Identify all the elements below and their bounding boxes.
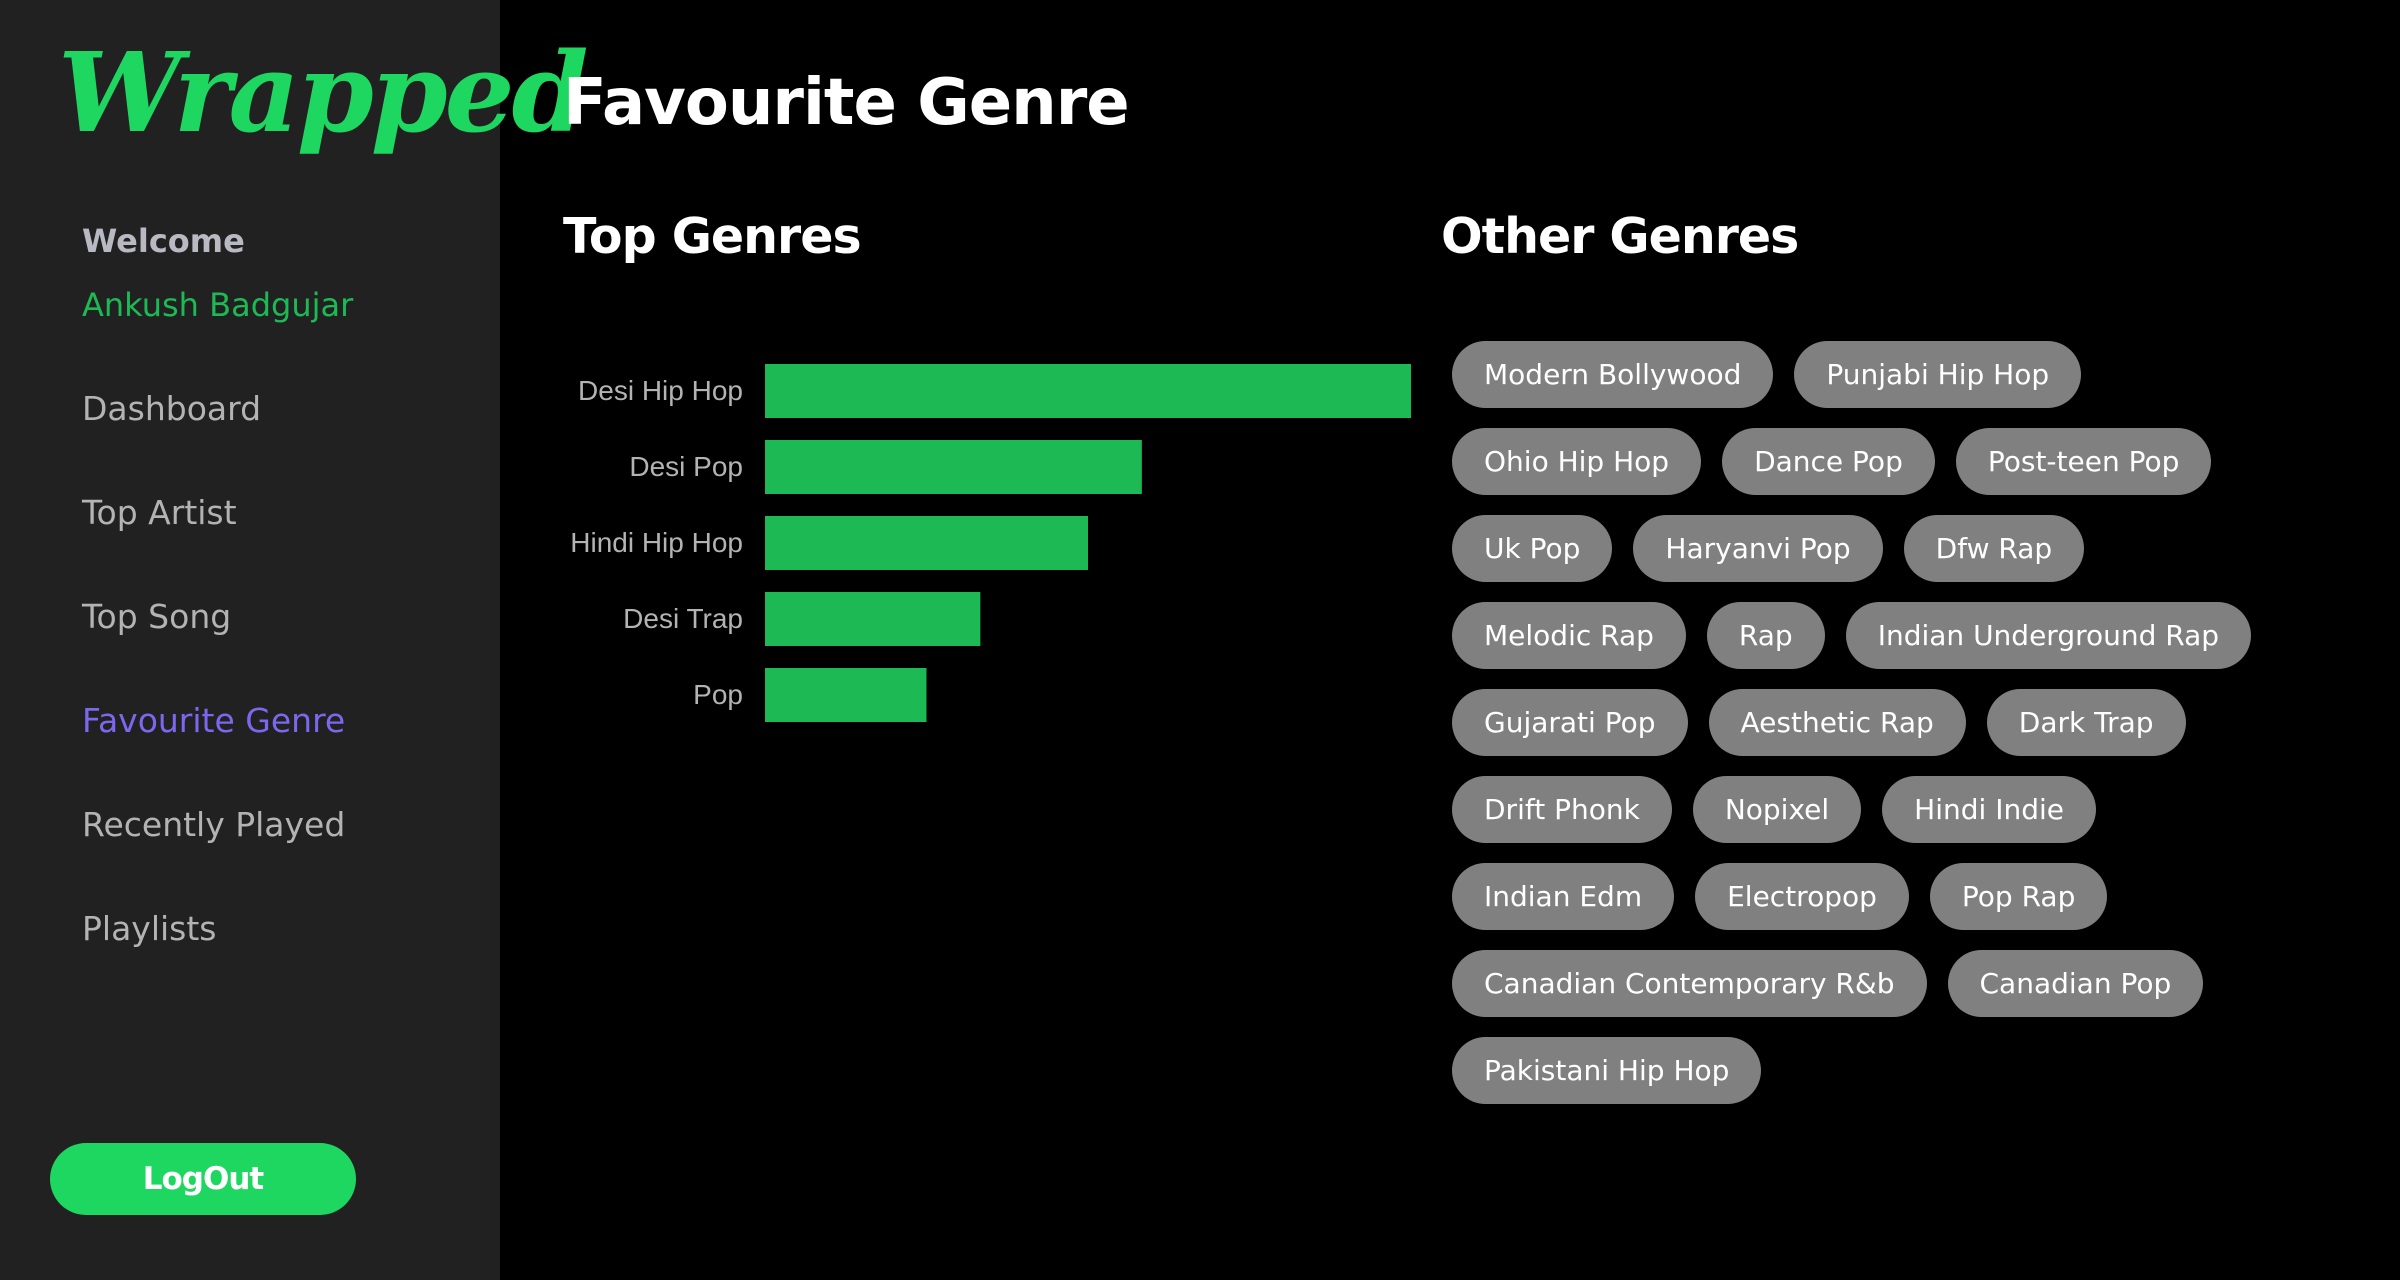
username: Ankush Badgujar — [82, 286, 354, 324]
genre-tag[interactable]: Ohio Hip Hop — [1452, 428, 1702, 495]
other-genres-title: Other Genres — [1441, 208, 1799, 265]
genre-tag[interactable]: Aesthetic Rap — [1708, 689, 1966, 756]
genre-tag[interactable]: Drift Phonk — [1452, 776, 1672, 843]
genre-tag[interactable]: Canadian Contemporary R&b — [1452, 950, 1927, 1017]
genre-bar-label: Desi Trap — [623, 603, 743, 634]
genre-bar-label: Hindi Hip Hop — [570, 527, 743, 558]
genre-bar — [765, 440, 1142, 494]
page-title: Favourite Genre — [563, 66, 1130, 140]
sidebar-nav: Dashboard Top Artist Top Song Favourite … — [82, 386, 345, 1010]
genre-tag[interactable]: Pakistani Hip Hop — [1452, 1037, 1762, 1104]
genre-tag[interactable]: Rap — [1706, 602, 1825, 669]
nav-item-playlists[interactable]: Playlists — [82, 909, 217, 948]
genre-tag[interactable]: Modern Bollywood — [1452, 341, 1774, 408]
genre-bar-label: Pop — [693, 679, 743, 710]
genre-tag[interactable]: Gujarati Pop — [1452, 689, 1688, 756]
main-content: Favourite Genre Top Genres Other Genres … — [500, 0, 2400, 1280]
genre-tag[interactable]: Uk Pop — [1452, 515, 1613, 582]
nav-item-favourite-genre[interactable]: Favourite Genre — [82, 701, 346, 740]
other-genres-list: Modern Bollywood Punjabi Hip Hop Ohio Hip … — [1452, 341, 2292, 1104]
welcome-label: Welcome — [82, 222, 245, 260]
genre-bar-label: Desi Hip Hop — [578, 375, 743, 406]
genre-bar — [765, 592, 981, 646]
genre-bar-label: Desi Pop — [629, 451, 743, 482]
genre-tag[interactable]: Indian Underground Rap — [1845, 602, 2252, 669]
genre-bar — [765, 668, 927, 722]
nav-item-top-song[interactable]: Top Song — [82, 597, 232, 636]
genre-tag[interactable]: Hindi Indie — [1882, 776, 2096, 843]
logout-button[interactable]: LogOut — [50, 1143, 356, 1215]
nav-item-top-artist[interactable]: Top Artist — [82, 493, 237, 532]
top-genres-bar-chart: Desi Hip Hop Desi Pop Hindi Hip Hop Desi Tr… — [570, 364, 1411, 722]
genre-tag[interactable]: Pop Rap — [1929, 863, 2108, 930]
genre-bar — [765, 364, 1411, 418]
genre-tag[interactable]: Electropop — [1695, 863, 1909, 930]
genre-tag[interactable]: Punjabi Hip Hop — [1794, 341, 2082, 408]
genre-tag[interactable]: Indian Edm — [1452, 863, 1675, 930]
genre-tag[interactable]: Haryanvi Pop — [1633, 515, 1883, 582]
genre-tag[interactable]: Dance Pop — [1722, 428, 1935, 495]
genre-tag[interactable]: Nopixel — [1692, 776, 1862, 843]
genre-tag[interactable]: Canadian Pop — [1947, 950, 2204, 1017]
genre-tag[interactable]: Melodic Rap — [1452, 602, 1686, 669]
sidebar: Wrapped Welcome Ankush Badgujar Dashboar… — [0, 0, 589, 1280]
top-genres-title: Top Genres — [563, 208, 862, 265]
nav-item-dashboard[interactable]: Dashboard — [82, 389, 262, 428]
genre-bar — [765, 516, 1088, 570]
genre-tag[interactable]: Dark Trap — [1986, 689, 2186, 756]
genre-tag[interactable]: Dfw Rap — [1903, 515, 2085, 582]
genre-tag[interactable]: Post-teen Pop — [1955, 428, 2212, 495]
wrapped-logo: Wrapped — [58, 28, 589, 157]
nav-item-recently-played[interactable]: Recently Played — [82, 805, 346, 844]
